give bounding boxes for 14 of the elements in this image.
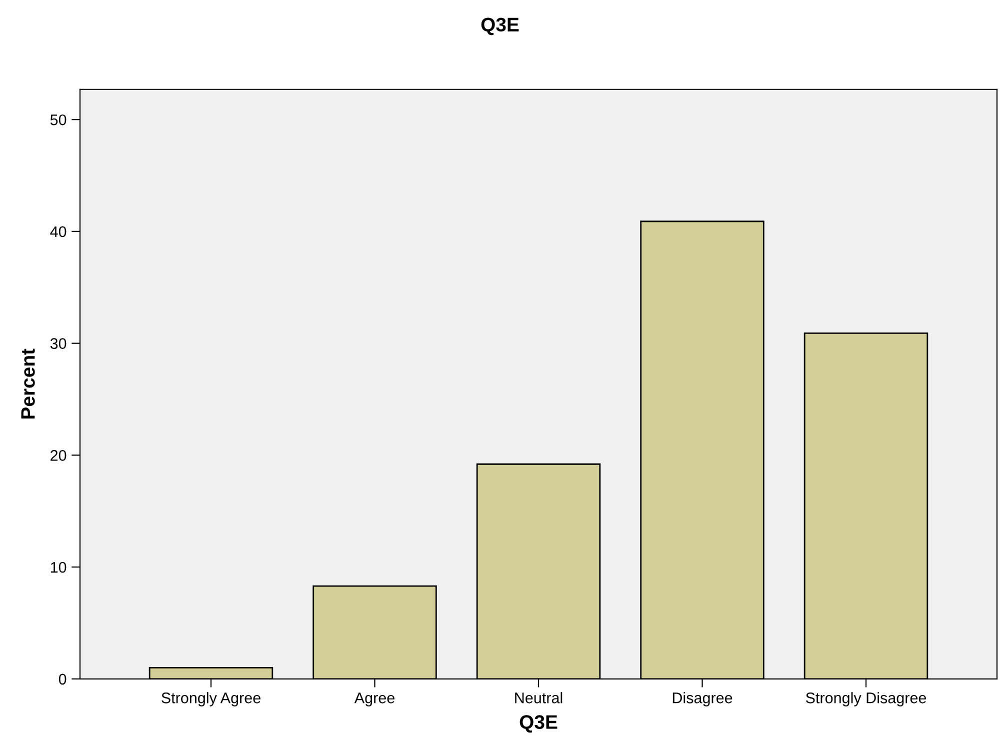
- x-tick-label: Agree: [354, 692, 394, 706]
- y-tick-label: 30: [50, 338, 66, 349]
- y-tick-label: 50: [50, 114, 66, 126]
- x-tick-label: Strongly Agree: [162, 692, 260, 706]
- x-tick-label: Strongly Disagree: [806, 692, 926, 706]
- y-tick-label: 0: [58, 674, 66, 685]
- y-tick-label: 20: [50, 450, 66, 461]
- y-tick-label: 10: [50, 562, 66, 573]
- y-axis-title: Percent: [21, 348, 35, 418]
- chart-title: Q3E: [481, 18, 519, 36]
- y-tick-label: 40: [50, 226, 66, 238]
- x-tick-label: Disagree: [672, 692, 732, 706]
- x-tick-label: Neutral: [515, 692, 562, 704]
- x-axis-title: Q3E: [520, 715, 558, 733]
